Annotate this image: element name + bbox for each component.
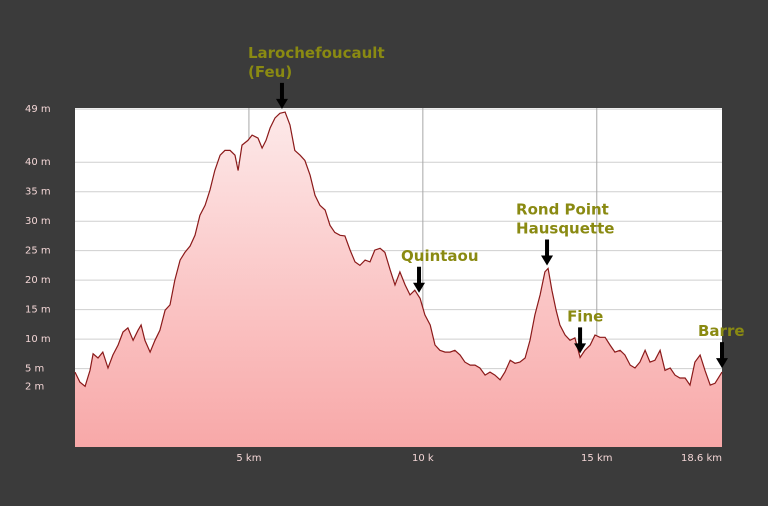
annotation-text: Hausquette xyxy=(516,220,614,238)
annotation-arrow xyxy=(275,82,288,109)
x-tick-label: 18.6 km xyxy=(681,453,722,464)
y-tick-label: 5 m xyxy=(25,364,44,375)
annotation-text: Larochefoucault xyxy=(248,44,385,62)
y-tick-label: 30 m xyxy=(25,216,51,227)
x-tick-label: 10 k xyxy=(412,453,434,464)
x-tick-label: 15 km xyxy=(581,453,612,464)
annotation-text: Barre xyxy=(698,322,745,340)
y-tick-label: 49 m xyxy=(25,104,51,115)
annotation-text: Quintaou xyxy=(401,247,479,265)
annotation-arrow xyxy=(413,266,426,293)
area xyxy=(75,112,722,447)
annotation-text: Rond Point xyxy=(516,201,609,219)
x-tick-label: 5 km xyxy=(236,453,261,464)
line xyxy=(74,111,723,388)
y-tick-label: 20 m xyxy=(25,275,51,286)
annotation-text: (Feu) xyxy=(248,63,292,81)
y-tick-label: 2 m xyxy=(25,381,44,392)
y-tick-label: 10 m xyxy=(25,334,51,345)
y-tick-label: 15 m xyxy=(25,305,51,316)
annotation-arrow xyxy=(716,342,728,369)
annotation-text: Fine xyxy=(567,307,603,325)
y-tick-label: 40 m xyxy=(25,157,51,168)
annotation-arrow xyxy=(541,239,554,266)
annotation-arrow xyxy=(574,327,587,354)
y-tick-label: 35 m xyxy=(25,187,51,198)
y-tick-label: 25 m xyxy=(25,246,51,257)
